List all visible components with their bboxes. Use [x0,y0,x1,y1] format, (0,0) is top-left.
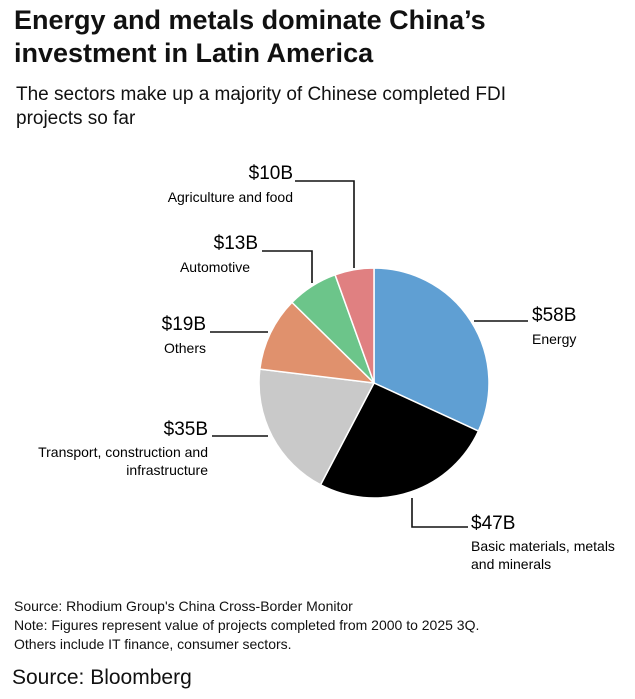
leader-line-5 [295,180,355,268]
chart-notes: Source: Rhodium Group's China Cross-Bord… [14,597,479,654]
pie-slice-0 [373,267,490,433]
footer-source: Source: Bloomberg [12,666,192,689]
slice-label-3: Others [164,340,206,356]
slice-label-1: Basic materials, metals and minerals [471,538,615,572]
pie-slice-3 [259,301,377,385]
slice-label-2: Transport, construction and infrastructur… [38,444,208,478]
pie-slice-1 [319,382,480,499]
value-label-2: $35B [164,419,208,440]
value-label-3: $19B [162,314,206,335]
value-label-5: $10B [249,163,293,184]
leader-line-4 [262,250,313,283]
pie-slice-2 [258,368,376,486]
value-label-0: $58B [532,305,576,326]
slice-label-0: Energy [532,331,576,347]
note-line-1: Note: Figures represent value of project… [14,617,480,633]
chart-title: Energy and metals dominate China’s inves… [14,5,486,68]
slice-label-5: Agriculture and food [168,189,293,205]
value-label-1: $47B [471,513,515,534]
chart-subtitle: The sectors make up a majority of Chines… [16,84,506,129]
leader-line-1 [411,498,468,528]
pie-slice-5 [334,267,375,384]
data-source: Source: Rhodium Group's China Cross-Bord… [14,598,353,614]
slice-label-4: Automotive [180,259,250,275]
value-label-4: $13B [214,233,258,254]
note-line-2: Others include IT finance, consumer sect… [14,636,292,652]
